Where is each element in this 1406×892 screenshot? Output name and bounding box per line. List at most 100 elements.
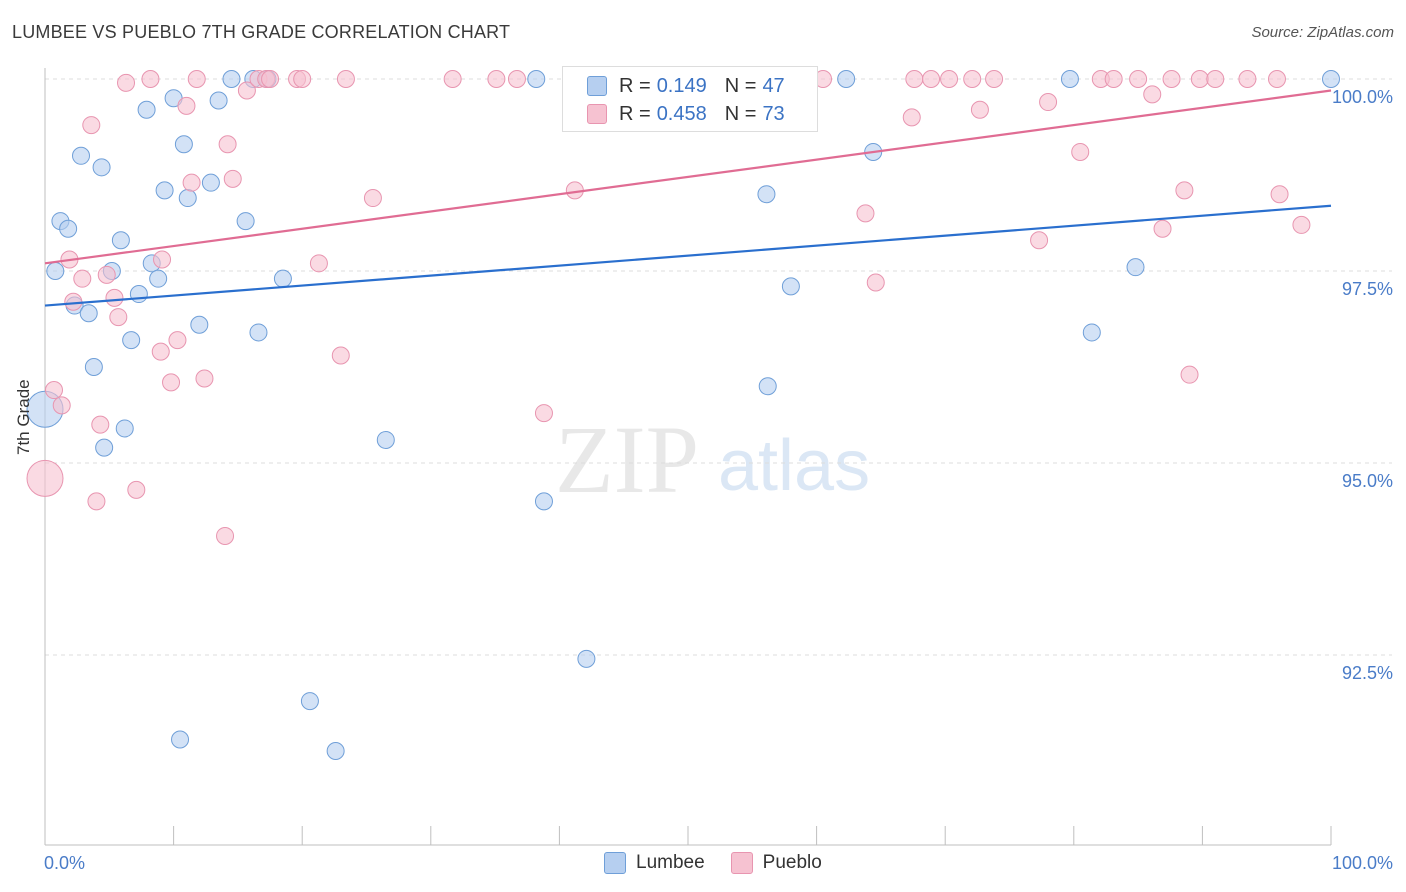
pueblo-n-value: 73 bbox=[762, 102, 785, 125]
pueblo-point bbox=[1153, 219, 1172, 238]
lumbee-n-value: 47 bbox=[762, 74, 785, 97]
y-axis-title: 7th Grade bbox=[14, 379, 33, 455]
pueblo-point bbox=[127, 480, 146, 499]
lumbee-point bbox=[236, 212, 255, 231]
source-label: Source: ZipAtlas.com bbox=[1251, 24, 1394, 41]
legend-item-lumbee[interactable]: Lumbee bbox=[604, 852, 705, 874]
lumbee-n-label: N = bbox=[724, 74, 757, 97]
pueblo-point bbox=[1143, 85, 1162, 104]
pueblo-point bbox=[1238, 70, 1257, 88]
axis-layer bbox=[44, 68, 1332, 846]
pueblo-point bbox=[73, 269, 92, 288]
lumbee-point bbox=[115, 419, 134, 438]
lumbee-point bbox=[758, 377, 777, 396]
pueblo-point bbox=[64, 292, 83, 311]
watermark-atlas: atlas bbox=[718, 426, 870, 506]
pueblo-point bbox=[1071, 142, 1090, 161]
lumbee-legend-swatch bbox=[604, 852, 626, 874]
pueblo-point bbox=[82, 116, 101, 135]
pueblo-n-label: N = bbox=[724, 102, 757, 125]
trend-layer bbox=[44, 89, 1332, 307]
pueblo-point bbox=[162, 373, 181, 392]
lumbee-point bbox=[95, 438, 114, 457]
pueblo-point bbox=[902, 108, 921, 127]
pueblo-point bbox=[963, 70, 982, 88]
lumbee-legend-label: Lumbee bbox=[636, 852, 705, 873]
lumbee-point bbox=[527, 70, 546, 88]
pueblo-point bbox=[1180, 365, 1199, 384]
pueblo-point bbox=[970, 100, 989, 119]
pueblo-point bbox=[218, 135, 237, 154]
pueblo-point bbox=[309, 254, 328, 273]
lumbee-point bbox=[249, 323, 268, 342]
pueblo-legend-label: Pueblo bbox=[762, 852, 822, 873]
lumbee-point bbox=[190, 315, 209, 334]
pueblo-point bbox=[105, 288, 124, 307]
pueblo-point bbox=[195, 369, 214, 388]
pueblo-point bbox=[487, 70, 506, 88]
pueblo-point bbox=[534, 404, 553, 423]
pueblo-legend-swatch bbox=[730, 852, 753, 874]
pueblo-point bbox=[1206, 70, 1225, 88]
pueblo-point bbox=[26, 459, 64, 497]
pueblo-point bbox=[1292, 215, 1311, 234]
pueblo-r-value: 0.458 bbox=[656, 102, 707, 125]
pueblo-point bbox=[153, 250, 172, 269]
pueblo-point bbox=[1267, 70, 1286, 88]
pueblo-point bbox=[1104, 70, 1123, 88]
lumbee-point bbox=[577, 649, 596, 668]
lumbee-point bbox=[122, 331, 141, 350]
lumbee-point bbox=[1082, 323, 1101, 342]
pueblo-point bbox=[141, 70, 160, 88]
pueblo-point bbox=[443, 70, 462, 88]
lumbee-point bbox=[155, 181, 174, 200]
legend-item-pueblo[interactable]: Pueblo bbox=[730, 852, 822, 874]
lumbee-point bbox=[534, 492, 553, 511]
pueblo-swatch bbox=[587, 104, 607, 124]
pueblo-point bbox=[109, 308, 128, 327]
lumbee-point bbox=[376, 430, 395, 449]
tick-label-layer: 92.5% 95.0% 97.5% 100.0% 0.0% 100.0% bbox=[44, 87, 1393, 873]
lumbee-point bbox=[149, 269, 168, 288]
pueblo-point bbox=[91, 415, 110, 434]
legend-row-lumbee: R = 0.149 N = 47 bbox=[587, 73, 785, 99]
pueblo-point bbox=[52, 396, 71, 415]
pueblo-point bbox=[45, 381, 64, 400]
y-tick-label: 97.5% bbox=[1342, 279, 1393, 299]
lumbee-point bbox=[1060, 70, 1079, 88]
lumbee-point bbox=[326, 742, 345, 760]
pueblo-point bbox=[97, 265, 116, 284]
lumbee-point bbox=[273, 269, 292, 288]
lumbee-trend-line bbox=[44, 204, 1332, 307]
pueblo-point bbox=[922, 70, 941, 88]
lumbee-point bbox=[84, 358, 103, 376]
lumbee-point bbox=[209, 91, 228, 110]
pueblo-point bbox=[216, 526, 235, 545]
pueblo-point bbox=[1030, 231, 1049, 250]
watermark-zip: ZIP bbox=[555, 406, 699, 513]
pueblo-point bbox=[1175, 181, 1194, 200]
series-legend: Lumbee Pueblo bbox=[604, 852, 848, 874]
pueblo-trend-line bbox=[44, 89, 1332, 265]
lumbee-point bbox=[79, 304, 98, 323]
pueblo-point bbox=[261, 70, 280, 88]
pueblo-point bbox=[856, 204, 875, 223]
lumbee-point bbox=[1322, 70, 1340, 88]
lumbee-point bbox=[837, 70, 856, 88]
pueblo-point bbox=[1190, 70, 1209, 88]
pueblo-point bbox=[940, 70, 959, 88]
pueblo-point bbox=[866, 273, 885, 292]
lumbee-point bbox=[781, 277, 800, 296]
lumbee-point bbox=[174, 135, 193, 154]
pueblo-point bbox=[187, 70, 206, 88]
lumbee-point bbox=[46, 262, 65, 280]
lumbee-r-value: 0.149 bbox=[656, 74, 707, 97]
pueblo-point bbox=[1270, 185, 1289, 204]
lumbee-point bbox=[1126, 258, 1145, 277]
lumbee-point bbox=[59, 219, 78, 238]
pueblo-point bbox=[87, 492, 106, 511]
correlation-legend: R = 0.149 N = 47 R = 0.458 N = 73 bbox=[562, 66, 818, 132]
pueblo-point bbox=[182, 173, 201, 192]
lumbee-point bbox=[300, 692, 319, 711]
pueblo-point bbox=[905, 70, 924, 88]
